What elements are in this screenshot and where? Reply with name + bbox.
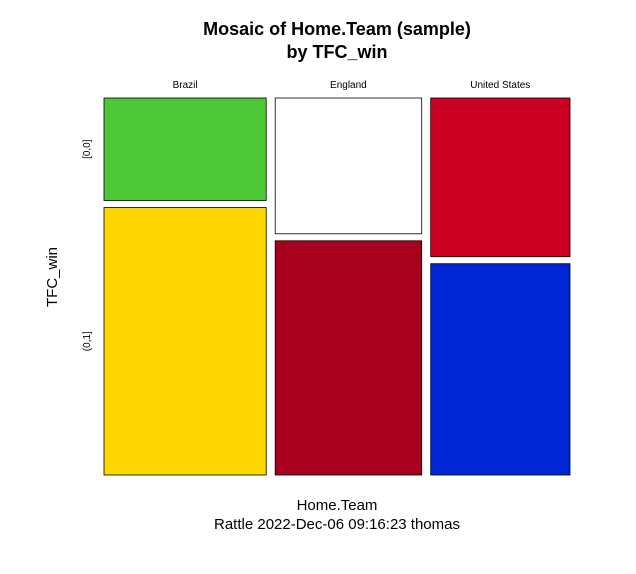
chart-title-line-1: Mosaic of Home.Team (sample) <box>203 19 471 39</box>
mosaic-cell-england-row-0 <box>274 97 423 235</box>
mosaic-cell-england-row-1 <box>274 240 423 476</box>
x-axis-label: Home.Team <box>297 497 378 514</box>
mosaic-cell-united-states-row-1 <box>430 263 571 476</box>
row-label-0: [0,0] <box>82 139 93 159</box>
mosaic-cell-brazil-row-1 <box>103 207 267 476</box>
row-label-1: (0,1] <box>82 331 93 351</box>
column-label-england: England <box>330 80 367 91</box>
column-label-brazil: Brazil <box>173 80 198 91</box>
y-axis-label: TFC_win <box>44 247 61 307</box>
chart-caption: Rattle 2022-Dec-06 09:16:23 thomas <box>214 516 460 533</box>
mosaic-cell-united-states-row-0 <box>430 97 571 258</box>
row-labels: [0,0] (0,1] <box>82 139 93 351</box>
mosaic-cells <box>103 97 571 476</box>
column-labels: Brazil England United States <box>173 80 531 91</box>
chart-title-line-2: by TFC_win <box>286 42 387 62</box>
column-label-united-states: United States <box>470 80 530 91</box>
mosaic-cell-brazil-row-0 <box>103 97 267 201</box>
